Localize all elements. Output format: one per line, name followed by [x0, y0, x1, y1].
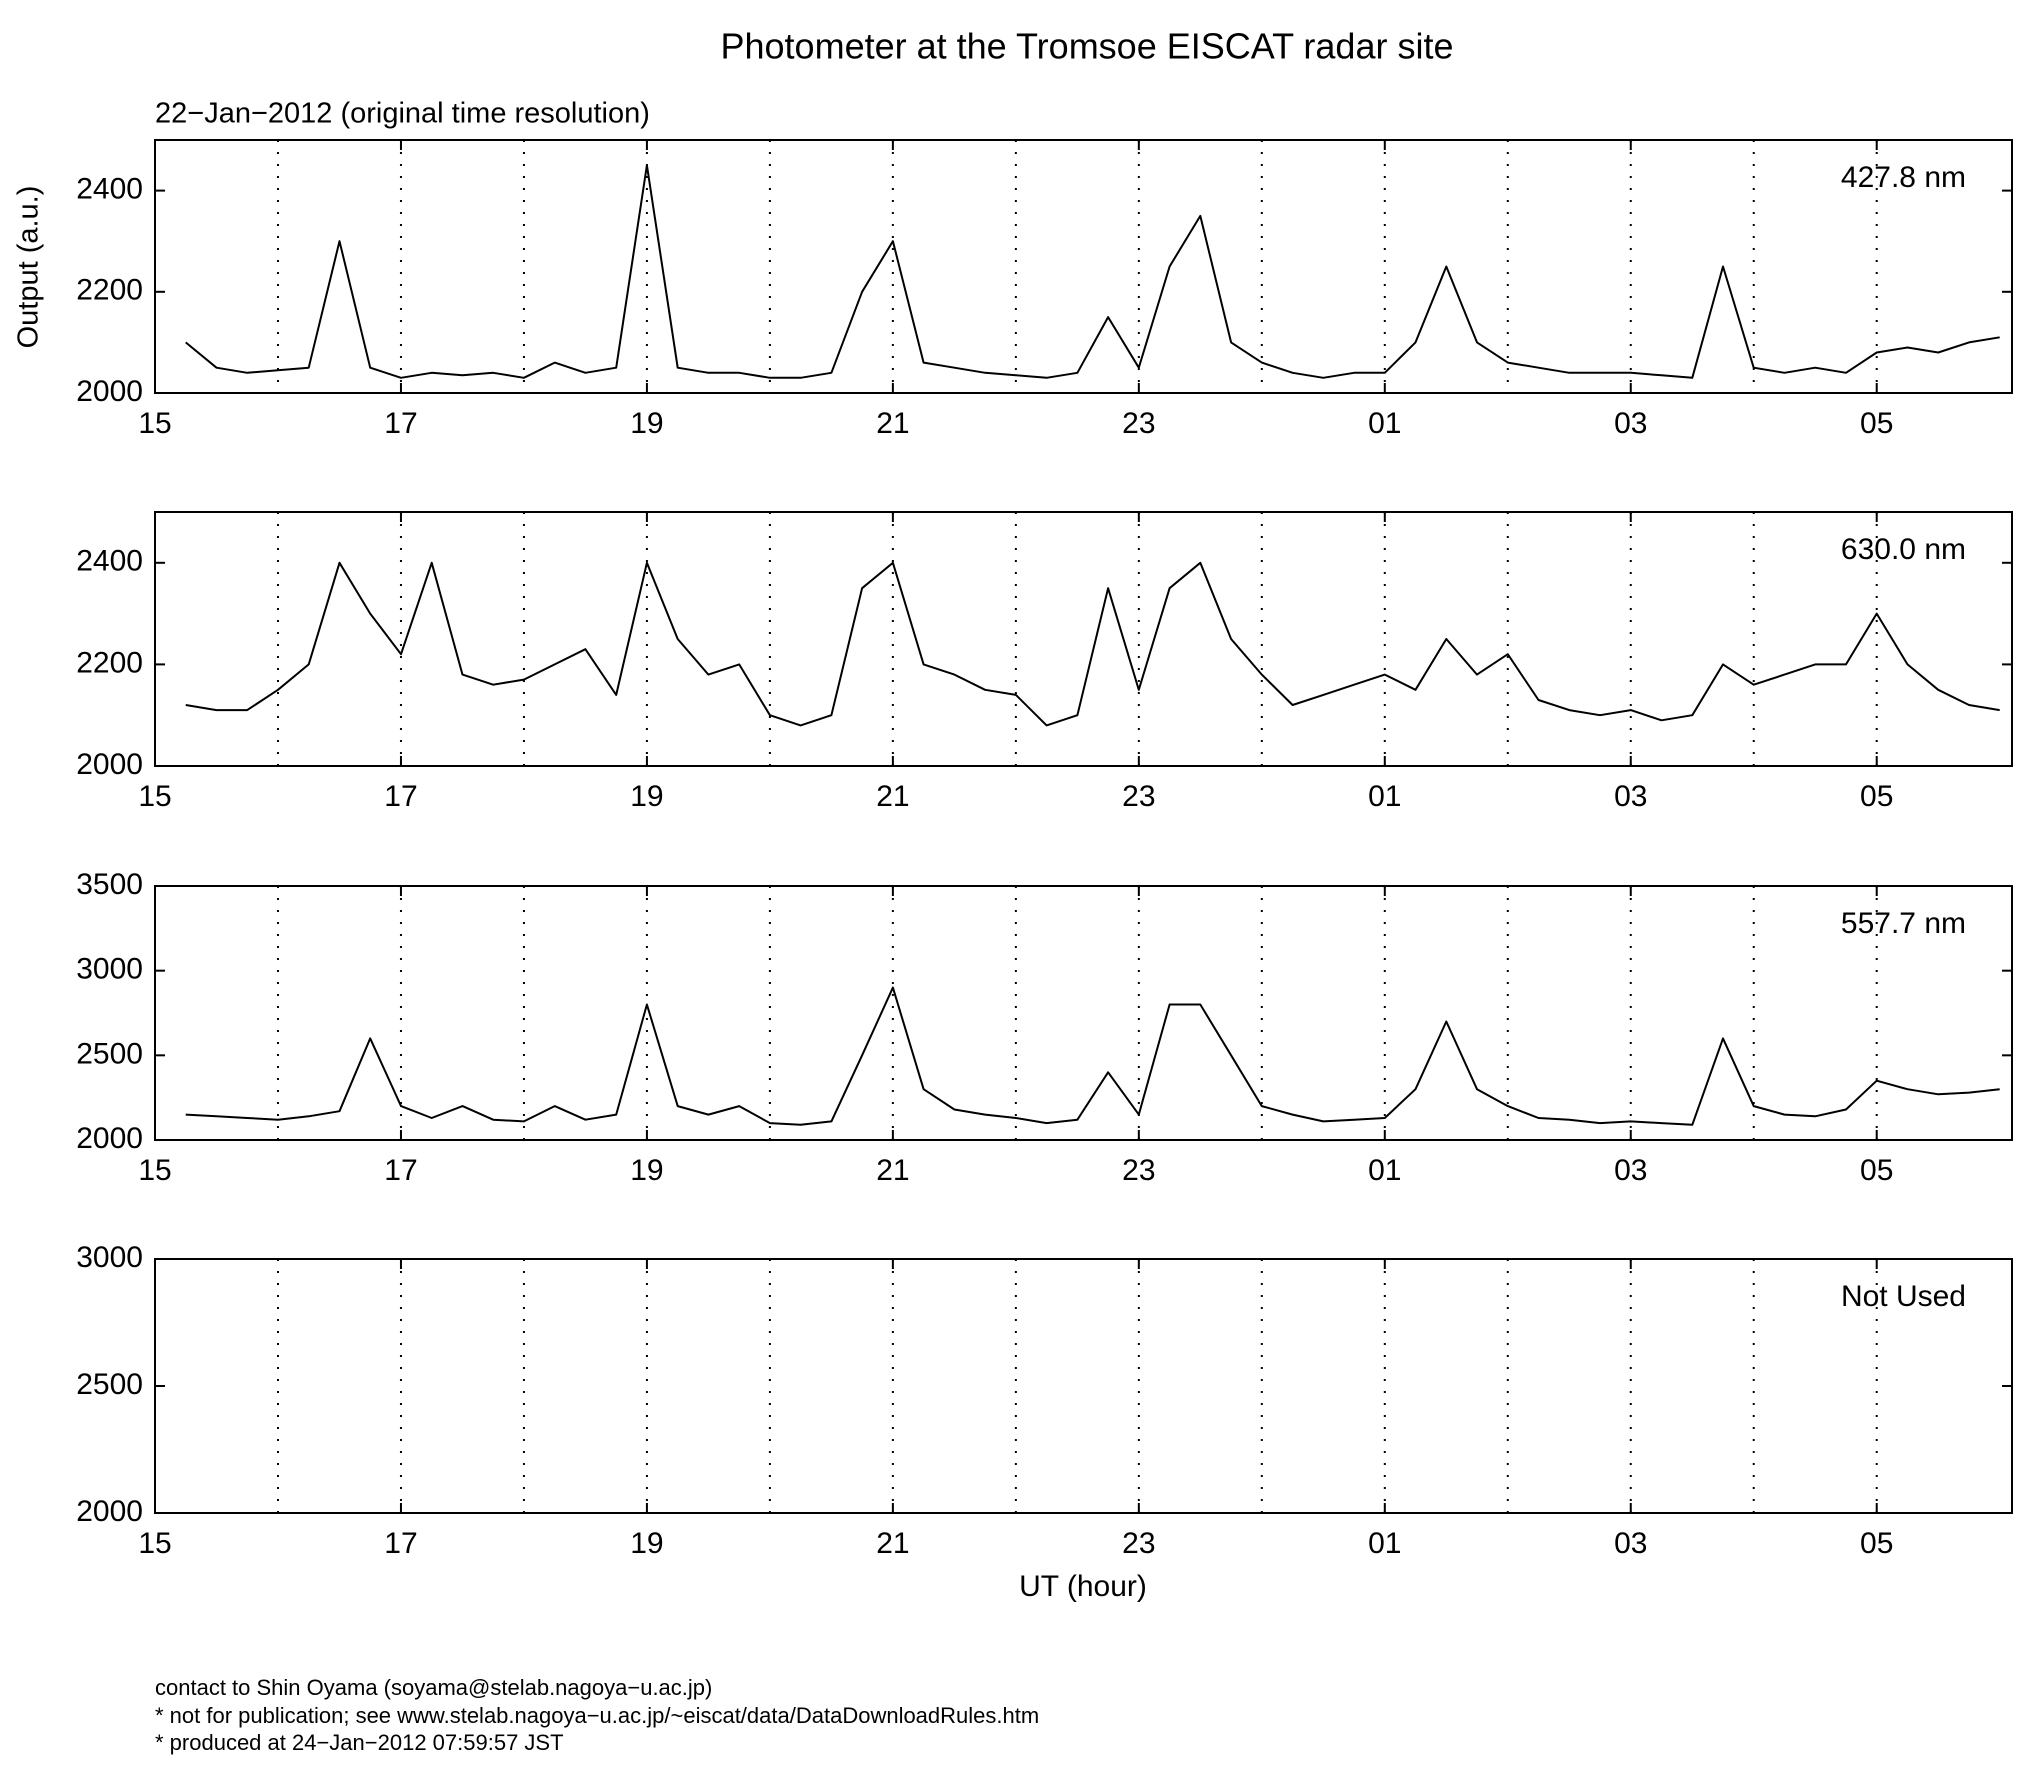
y-tick-label: 2000 — [76, 375, 143, 408]
y-tick-label: 3500 — [76, 868, 143, 901]
x-tick-label: 01 — [1368, 1154, 1401, 1187]
y-tick-label: 2200 — [76, 646, 143, 679]
data-line — [185, 561, 2000, 727]
x-tick-label: 17 — [384, 407, 417, 440]
y-tick-label: 2400 — [76, 545, 143, 578]
x-tick-label: 19 — [630, 407, 663, 440]
x-tick-label: 21 — [876, 780, 909, 813]
plot-frame — [154, 511, 2013, 767]
x-tick-label: 19 — [630, 1527, 663, 1560]
y-tick-label: 2000 — [76, 1495, 143, 1528]
y-axis-label: Output (a.u.) — [13, 186, 45, 349]
x-tick-label: 15 — [138, 407, 171, 440]
x-tick-label: 23 — [1122, 1527, 1155, 1560]
x-tick-label: 21 — [876, 1154, 909, 1187]
x-tick-label: 23 — [1122, 1154, 1155, 1187]
panel-annotation: 557.7 nm — [1841, 907, 1966, 940]
figure-title: Photometer at the Tromsoe EISCAT radar s… — [721, 26, 1454, 67]
x-tick-label: 21 — [876, 1527, 909, 1560]
x-tick-label: 01 — [1368, 1527, 1401, 1560]
x-tick-label: 03 — [1614, 780, 1647, 813]
x-tick-label: 05 — [1860, 1527, 1893, 1560]
data-line — [185, 164, 2000, 379]
x-tick-label: 19 — [630, 780, 663, 813]
x-tick-label: 15 — [138, 780, 171, 813]
y-tick-label: 2000 — [76, 748, 143, 781]
y-tick-label: 2500 — [76, 1368, 143, 1401]
y-tick-label: 2200 — [76, 274, 143, 307]
footer-line: contact to Shin Oyama (soyama@stelab.nag… — [155, 1675, 712, 1700]
x-tick-label: 01 — [1368, 780, 1401, 813]
x-tick-label: 21 — [876, 407, 909, 440]
x-tick-label: 17 — [384, 780, 417, 813]
x-tick-label: 15 — [138, 1154, 171, 1187]
y-tick-label: 2500 — [76, 1037, 143, 1070]
y-tick-label: 3000 — [76, 953, 143, 986]
x-axis-label: UT (hour) — [1019, 1570, 1147, 1603]
x-tick-label: 23 — [1122, 780, 1155, 813]
x-tick-label: 05 — [1860, 780, 1893, 813]
x-tick-label: 17 — [384, 1527, 417, 1560]
panel-annotation: 427.8 nm — [1841, 161, 1966, 194]
panel-annotation: 630.0 nm — [1841, 533, 1966, 566]
x-tick-label: 03 — [1614, 407, 1647, 440]
x-tick-label: 05 — [1860, 1154, 1893, 1187]
footer-line: * not for publication; see www.stelab.na… — [155, 1703, 1039, 1728]
x-tick-label: 01 — [1368, 407, 1401, 440]
x-tick-label: 03 — [1614, 1527, 1647, 1560]
plot-frame — [154, 1258, 2013, 1514]
x-tick-label: 03 — [1614, 1154, 1647, 1187]
plot-frame — [154, 885, 2013, 1141]
x-tick-label: 15 — [138, 1527, 171, 1560]
y-tick-label: 2400 — [76, 173, 143, 206]
panel-annotation: Not Used — [1841, 1280, 1966, 1313]
x-tick-label: 23 — [1122, 407, 1155, 440]
subtitle: 22−Jan−2012 (original time resolution) — [155, 98, 650, 130]
data-line — [185, 986, 2000, 1126]
plot-frame — [154, 139, 2013, 394]
y-tick-label: 3000 — [76, 1241, 143, 1274]
x-tick-label: 19 — [630, 1154, 663, 1187]
y-tick-label: 2000 — [76, 1122, 143, 1155]
x-tick-label: 17 — [384, 1154, 417, 1187]
x-tick-label: 05 — [1860, 407, 1893, 440]
footer-line: * produced at 24−Jan−2012 07:59:57 JST — [155, 1730, 564, 1755]
